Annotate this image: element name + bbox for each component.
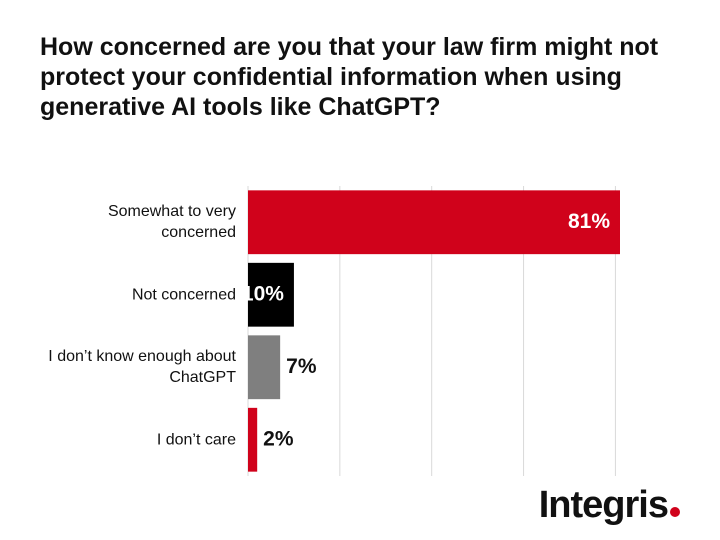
value-label: 10%: [242, 282, 284, 305]
logo: Integris: [539, 484, 680, 527]
value-label: 7%: [286, 355, 317, 378]
category-label: Somewhat to very concerned: [107, 203, 236, 242]
category-label: Not concerned: [131, 286, 236, 304]
value-label: 81%: [568, 210, 610, 233]
bar: [248, 190, 620, 255]
logo-dot: [670, 507, 680, 517]
bar: [248, 335, 281, 400]
category-label: I don’t care: [156, 431, 236, 449]
bar: [248, 407, 258, 472]
logo-text: Integris: [538, 484, 669, 526]
value-label: 2%: [263, 427, 294, 450]
category-label: I don’t know enough about ChatGPT: [48, 348, 236, 387]
chart-title: How concerned are you that your law firm…: [40, 33, 659, 121]
bar: [248, 262, 294, 327]
